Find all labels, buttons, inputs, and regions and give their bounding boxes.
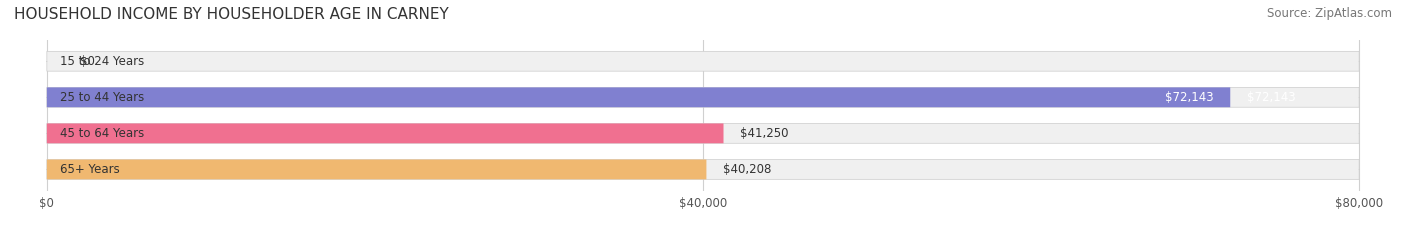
Text: $41,250: $41,250: [740, 127, 789, 140]
Text: $72,143: $72,143: [1247, 91, 1295, 104]
Text: 25 to 44 Years: 25 to 44 Years: [60, 91, 145, 104]
FancyBboxPatch shape: [46, 160, 1360, 179]
Text: 15 to 24 Years: 15 to 24 Years: [60, 55, 145, 68]
Text: Source: ZipAtlas.com: Source: ZipAtlas.com: [1267, 7, 1392, 20]
FancyBboxPatch shape: [46, 87, 1230, 107]
Text: $72,143: $72,143: [1166, 91, 1213, 104]
FancyBboxPatch shape: [46, 51, 1360, 71]
Text: 45 to 64 Years: 45 to 64 Years: [60, 127, 145, 140]
FancyBboxPatch shape: [46, 87, 1360, 107]
FancyBboxPatch shape: [46, 123, 1360, 143]
FancyBboxPatch shape: [46, 123, 724, 143]
Text: HOUSEHOLD INCOME BY HOUSEHOLDER AGE IN CARNEY: HOUSEHOLD INCOME BY HOUSEHOLDER AGE IN C…: [14, 7, 449, 22]
Text: $0: $0: [80, 55, 94, 68]
Text: 65+ Years: 65+ Years: [60, 163, 120, 176]
Text: $40,208: $40,208: [723, 163, 770, 176]
FancyBboxPatch shape: [46, 160, 706, 179]
